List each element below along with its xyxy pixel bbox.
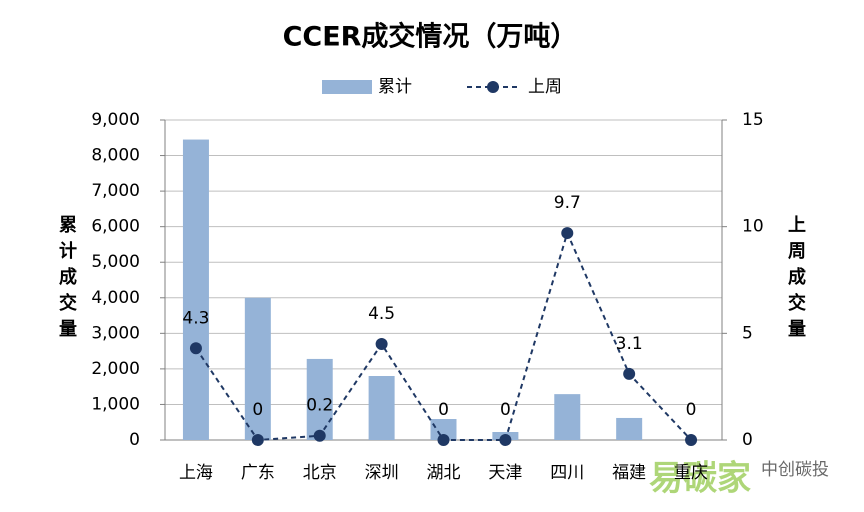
y-tick-label: 5,000	[91, 252, 140, 272]
legend-swatch	[322, 80, 372, 94]
x-tick-label: 广东	[241, 463, 275, 483]
y2-tick-label: 5	[742, 323, 753, 343]
legend-label: 上周	[528, 77, 562, 97]
bar	[616, 417, 643, 440]
y2-tick-label: 15	[742, 110, 764, 130]
line-marker	[251, 434, 264, 446]
data-label: 4.5	[368, 304, 395, 324]
y-tick-label: 9,000	[91, 110, 140, 130]
legend-marker	[487, 81, 499, 93]
line-marker	[685, 434, 698, 446]
y-tick-label: 6,000	[91, 217, 140, 237]
data-label: 0	[500, 400, 511, 420]
data-label: 0	[252, 400, 263, 420]
line-marker	[375, 338, 388, 350]
line-marker	[437, 434, 450, 446]
y-tick-label: 1,000	[91, 394, 140, 414]
x-tick-label: 四川	[550, 463, 584, 483]
data-label: 4.3	[182, 308, 209, 328]
x-tick-label: 福建	[612, 463, 646, 483]
y2-tick-label: 0	[742, 430, 753, 450]
data-label: 0	[686, 400, 697, 420]
data-label: 0	[438, 400, 449, 420]
y-tick-label: 3,000	[91, 323, 140, 343]
bar	[430, 419, 457, 440]
bar	[306, 358, 333, 440]
data-label: 9.7	[554, 193, 581, 213]
y-tick-label: 4,000	[91, 288, 140, 308]
line-marker	[561, 227, 574, 240]
watermark: 中创碳投	[761, 460, 829, 480]
bar	[182, 139, 209, 441]
x-tick-label: 天津	[488, 463, 522, 483]
x-tick-label: 北京	[303, 463, 337, 483]
y-axis-label: 累计成交量	[56, 215, 77, 345]
y-tick-label: 2,000	[91, 359, 140, 379]
y2-axis-label: 上周成交量	[785, 215, 806, 345]
y-tick-label: 8,000	[91, 146, 140, 166]
legend-label: 累计	[378, 77, 412, 97]
line-marker	[499, 434, 512, 446]
y-tick-label: 7,000	[91, 181, 140, 201]
bar	[554, 394, 581, 440]
y-tick-label: 0	[129, 430, 140, 450]
y2-tick-label: 10	[742, 217, 764, 237]
data-label: 3.1	[616, 334, 643, 354]
bar	[368, 376, 395, 440]
line-marker	[623, 367, 636, 380]
x-tick-label: 上海	[179, 463, 213, 483]
x-tick-label: 重庆	[674, 463, 708, 483]
line-marker	[313, 429, 326, 442]
chart-title: CCER成交情况（万吨）	[283, 21, 578, 53]
bar	[244, 297, 271, 440]
data-label: 0.2	[306, 396, 333, 416]
x-tick-label: 湖北	[427, 463, 461, 483]
watermark: 易碳家	[649, 459, 751, 499]
line-marker	[189, 342, 202, 355]
x-tick-label: 深圳	[365, 463, 399, 483]
